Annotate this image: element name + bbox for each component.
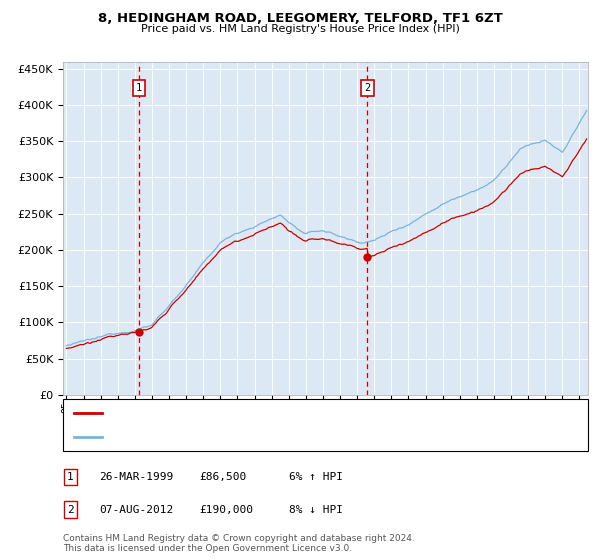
- Text: Price paid vs. HM Land Registry's House Price Index (HPI): Price paid vs. HM Land Registry's House …: [140, 24, 460, 34]
- Text: 6% ↑ HPI: 6% ↑ HPI: [289, 472, 343, 482]
- Text: 2: 2: [67, 505, 74, 515]
- Text: 26-MAR-1999: 26-MAR-1999: [99, 472, 173, 482]
- Text: 1: 1: [136, 83, 142, 94]
- Text: £190,000: £190,000: [199, 505, 253, 515]
- Text: 8, HEDINGHAM ROAD, LEEGOMERY, TELFORD, TF1 6ZT (detached house): 8, HEDINGHAM ROAD, LEEGOMERY, TELFORD, T…: [107, 408, 487, 418]
- Text: HPI: Average price, detached house, Telford and Wrekin: HPI: Average price, detached house, Telf…: [107, 432, 397, 442]
- Text: 2: 2: [364, 83, 371, 94]
- Text: 07-AUG-2012: 07-AUG-2012: [99, 505, 173, 515]
- Text: £86,500: £86,500: [199, 472, 247, 482]
- Text: 1: 1: [67, 472, 74, 482]
- Text: Contains HM Land Registry data © Crown copyright and database right 2024.
This d: Contains HM Land Registry data © Crown c…: [63, 534, 415, 553]
- Text: 8, HEDINGHAM ROAD, LEEGOMERY, TELFORD, TF1 6ZT: 8, HEDINGHAM ROAD, LEEGOMERY, TELFORD, T…: [98, 12, 502, 25]
- Text: 8% ↓ HPI: 8% ↓ HPI: [289, 505, 343, 515]
